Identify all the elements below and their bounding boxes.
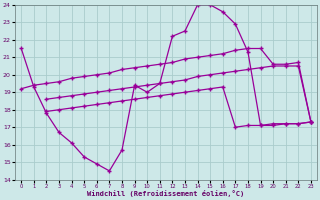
X-axis label: Windchill (Refroidissement éolien,°C): Windchill (Refroidissement éolien,°C) xyxy=(87,190,245,197)
